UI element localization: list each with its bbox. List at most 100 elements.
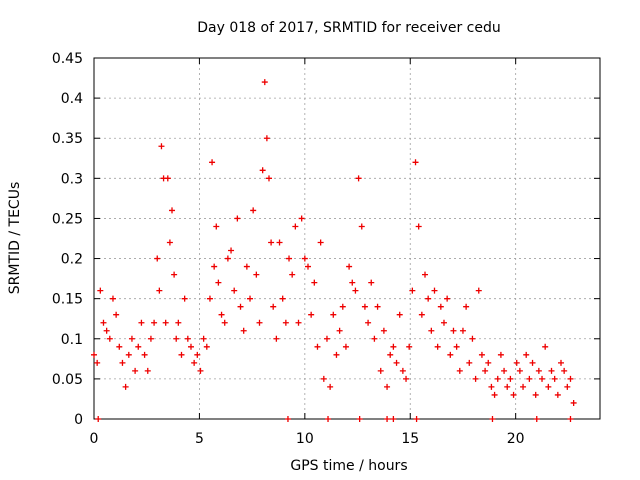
y-tick-label: 0.1 [61, 332, 83, 348]
data-point [501, 367, 508, 374]
data-point [327, 383, 334, 390]
data-point [209, 159, 216, 166]
data-point [94, 359, 101, 366]
data-point [384, 416, 391, 422]
data-point [154, 255, 161, 262]
data-point [437, 303, 444, 310]
data-point [377, 367, 384, 374]
data-point [342, 343, 349, 350]
data-point [169, 207, 176, 214]
data-point [447, 351, 454, 358]
data-point [333, 351, 340, 358]
data-point [450, 327, 457, 334]
data-point [197, 367, 204, 374]
data-point [97, 287, 104, 294]
data-point [231, 287, 238, 294]
data-point [330, 311, 337, 318]
data-point [396, 311, 403, 318]
data-point [304, 263, 311, 270]
data-point [390, 416, 397, 422]
data-point [317, 239, 324, 246]
data-point [371, 335, 378, 342]
x-axis-ticks: 0 5 10 15 20 [90, 58, 525, 447]
data-point [286, 255, 293, 262]
x-axis-label: GPS time / hours [290, 458, 407, 474]
data-point [488, 383, 495, 390]
data-point [135, 343, 142, 350]
data-point [215, 279, 222, 286]
data-point [387, 351, 394, 358]
data-point [203, 343, 210, 350]
data-point [138, 319, 145, 326]
data-point [533, 416, 540, 422]
data-point [284, 416, 291, 422]
data-point [570, 399, 577, 406]
chart-title: Day 018 of 2017, SRMTID for receiver ced… [197, 20, 500, 36]
data-point [325, 416, 332, 422]
data-point [240, 327, 247, 334]
data-point [456, 367, 463, 374]
data-point [109, 295, 116, 302]
x-tick-label: 5 [195, 431, 204, 447]
data-point [164, 175, 171, 182]
data-point [535, 367, 542, 374]
data-point [529, 359, 536, 366]
data-point [119, 359, 126, 366]
data-point [413, 416, 420, 422]
data-point [403, 375, 410, 382]
data-point [554, 391, 561, 398]
data-point [532, 391, 539, 398]
data-point [147, 335, 154, 342]
data-point [415, 223, 422, 230]
data-point [346, 263, 353, 270]
data-point [253, 271, 260, 278]
data-point [166, 239, 173, 246]
data-point [128, 335, 135, 342]
data-point [431, 287, 438, 294]
x-tick-label: 0 [90, 431, 99, 447]
data-point [513, 359, 520, 366]
data-point [218, 311, 225, 318]
data-point [116, 343, 123, 350]
data-point [469, 335, 476, 342]
data-point [311, 279, 318, 286]
data-point [158, 143, 165, 150]
data-point [125, 351, 132, 358]
data-point [406, 343, 413, 350]
data-point [557, 359, 564, 366]
data-point [453, 343, 460, 350]
data-point [478, 351, 485, 358]
data-point [211, 263, 218, 270]
data-point [444, 295, 451, 302]
data-point [551, 375, 558, 382]
data-point [178, 351, 185, 358]
data-point [510, 391, 517, 398]
data-point [548, 367, 555, 374]
data-point [374, 303, 381, 310]
data-point [106, 335, 113, 342]
data-point [289, 271, 296, 278]
data-point [434, 343, 441, 350]
data-point [339, 303, 346, 310]
data-point [504, 383, 511, 390]
data-point [91, 351, 97, 358]
y-tick-label: 0.25 [52, 211, 83, 227]
data-point [567, 375, 574, 382]
grid [94, 58, 600, 419]
data-point [268, 239, 275, 246]
data-point [368, 279, 375, 286]
data-point [352, 287, 359, 294]
data-point [459, 327, 466, 334]
data-point [301, 255, 308, 262]
data-point [463, 303, 470, 310]
data-point [292, 223, 299, 230]
y-axis-ticks: 0 0.05 0.1 0.15 0.2 0.25 0.3 0.35 0.4 0.45 [52, 51, 600, 428]
data-point [320, 375, 327, 382]
data-point [243, 263, 250, 270]
data-point [141, 351, 148, 358]
data-point [200, 335, 207, 342]
data-point [279, 295, 286, 302]
data-point [393, 359, 400, 366]
data-point [542, 343, 549, 350]
data-point [175, 319, 182, 326]
